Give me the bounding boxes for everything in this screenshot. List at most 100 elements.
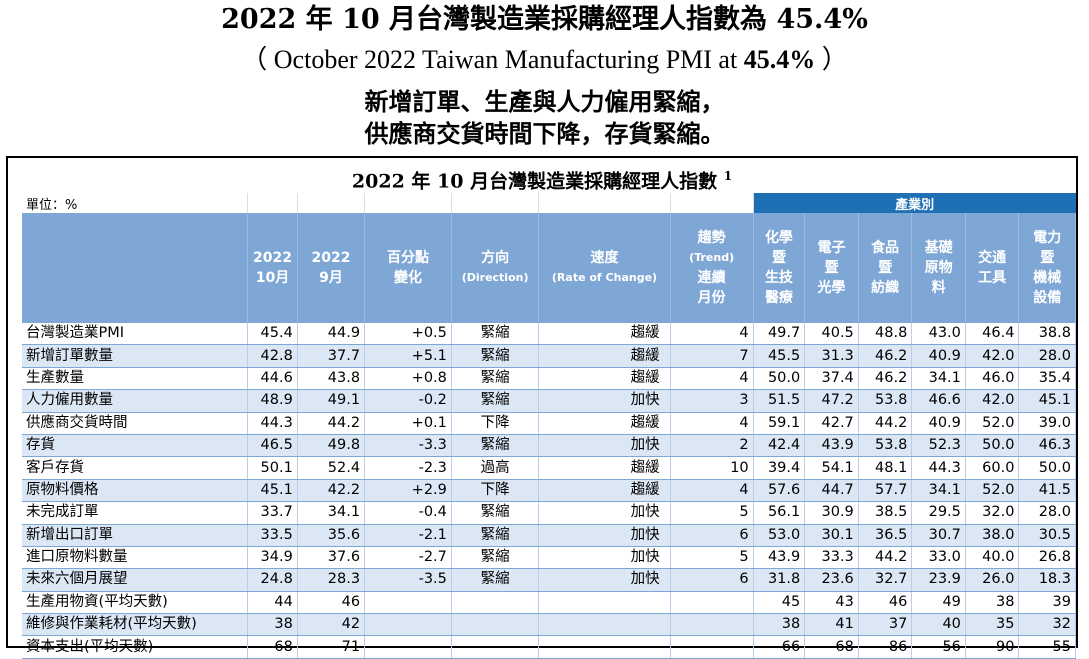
indicator-name: 新增出口訂單 [22,524,249,547]
header-line: 食品 [871,240,900,256]
headline-summary-line-2: 供應商交貨時間下降，存貨緊縮。 [364,119,725,148]
header-line: 機械 [1033,270,1062,286]
value-change: +0.5 [364,323,452,346]
value-oct: 45.1 [247,479,298,503]
value-direction: 下降 [451,412,540,435]
value-oct: 33.5 [247,524,298,547]
value-transport: 90 [965,635,1020,659]
value-speed: 加快 [538,434,671,458]
headline-english-title: （ October 2022 Taiwan Manufacturing PMI … [0,42,1089,78]
value-basic-materials: 34.1 [911,367,966,391]
unit-row: 單位：% 產業別 [22,193,1076,213]
value-chemical-biotech: 50.0 [753,367,806,391]
value-oct: 68 [247,635,298,659]
value-chemical-biotech: 31.8 [753,568,806,592]
value-food-textile: 36.5 [858,524,913,547]
value-trend: 4 [670,323,754,346]
value-chemical-biotech: 53.0 [753,524,806,547]
value-speed: 趨緩 [538,367,671,391]
value-sep: 37.6 [297,546,366,570]
value-transport: 46.0 [965,367,1020,391]
value-basic-materials: 23.9 [911,568,966,592]
value-chemical-biotech: 38 [753,613,806,637]
value-trend: 10 [670,456,754,480]
value-speed: 加快 [538,568,671,592]
value-food-textile: 48.1 [858,456,913,480]
value-power-machinery: 39.0 [1018,412,1076,435]
value-change [364,613,452,637]
value-food-textile: 44.2 [858,546,913,570]
value-trend: 4 [670,479,754,503]
value-oct: 24.8 [247,568,298,592]
header-power-machinery: 電力暨機械 設備 [1018,213,1076,323]
value-sep: 43.8 [297,367,366,391]
table-row: 資本支出(平均天數) 68 71 66 68 86 56 90 55 [22,635,1076,659]
header-speed: 速度 (Rate of Change) [538,213,671,323]
header-electronics-optics: 電子暨光學 [804,213,859,323]
value-electronics-optics: 40.5 [804,323,859,346]
value-speed: 趨緩 [538,344,671,368]
value-change: -0.4 [364,501,452,525]
value-oct: 38 [247,613,298,637]
value-direction: 緊縮 [451,389,540,413]
value-sep: 35.6 [297,524,366,547]
value-food-textile: 46.2 [858,344,913,368]
value-direction: 緊縮 [451,434,540,458]
header-indicator [22,213,249,323]
header-line: 月份 [697,290,726,306]
value-oct: 44.6 [247,367,298,391]
value-chemical-biotech: 56.1 [753,501,806,525]
value-transport: 38 [965,591,1020,615]
header-line: 變化 [393,270,422,286]
value-basic-materials: 46.6 [911,389,966,413]
value-direction [451,635,540,659]
value-trend: 6 [670,524,754,547]
value-food-textile: 48.8 [858,323,913,346]
header-line: 10月 [255,270,290,286]
value-transport: 42.0 [965,344,1020,368]
value-transport: 38.0 [965,524,1020,547]
table-row: 人力僱用數量 48.9 49.1 -0.2 緊縮 加快 3 51.5 47.2 53.8 46.6 4… [22,389,1076,413]
value-trend: 6 [670,568,754,592]
value-oct: 48.9 [247,389,298,413]
header-line: 化學 [764,230,793,246]
industry-group-header: 產業別 [753,193,1076,213]
value-change [364,635,452,659]
value-direction: 緊縮 [451,344,540,368]
value-change [364,591,452,615]
value-food-textile: 32.7 [858,568,913,592]
value-direction: 過高 [451,456,540,480]
value-speed: 加快 [538,389,671,413]
header-change: 百分點 變化 [364,213,452,323]
table-row: 存貨 46.5 49.8 -3.3 緊縮 加快 2 42.4 43.9 53.8 52.3 50.0 4… [22,434,1076,458]
value-power-machinery: 30.5 [1018,524,1076,547]
table-row: 進口原物料數量 34.9 37.6 -2.7 緊縮 加快 5 43.9 33.3 44.2 33.0… [22,546,1076,570]
value-basic-materials: 56 [911,635,966,659]
value-transport: 40.0 [965,546,1020,570]
table-row: 新增出口訂單 33.5 35.6 -2.1 緊縮 加快 6 53.0 30.1 36.5 30.7 3… [22,524,1076,547]
value-basic-materials: 30.7 [911,524,966,547]
value-basic-materials: 34.1 [911,479,966,503]
value-electronics-optics: 68 [804,635,859,659]
value-power-machinery: 39 [1018,591,1076,615]
value-change: -2.7 [364,546,452,570]
value-speed: 加快 [538,546,671,570]
value-transport: 50.0 [965,434,1020,458]
header-oct: 2022 10月 [247,213,298,323]
value-oct: 33.7 [247,501,298,525]
value-power-machinery: 46.3 [1018,434,1076,458]
value-speed [538,635,671,659]
value-sep: 37.7 [297,344,366,368]
value-change: -0.2 [364,389,452,413]
table-row: 未完成訂單 33.7 34.1 -0.4 緊縮 加快 5 56.1 30.9 38.5 29.5 32… [22,501,1076,525]
value-basic-materials: 29.5 [911,501,966,525]
value-oct: 44.3 [247,412,298,435]
header-line: 2022 [311,250,351,266]
value-transport: 60.0 [965,456,1020,480]
indicator-name: 生產數量 [22,367,249,391]
table-row: 原物料價格 45.1 42.2 +2.9 下降 趨緩 4 57.6 44.7 57.7 34.1 52… [22,479,1076,503]
table-row: 維修與作業耗材(平均天數) 38 42 38 41 37 40 35 32 [22,613,1076,637]
header-row: 2022 10月 2022 9月 百分點 變化 方向 (Direction) 速度 (Ra… [22,213,1076,323]
english-title-suffix: ） [815,45,848,74]
value-power-machinery: 26.8 [1018,546,1076,570]
